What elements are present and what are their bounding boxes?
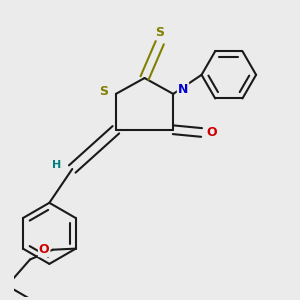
- Text: S: S: [99, 85, 108, 98]
- Text: S: S: [155, 26, 164, 39]
- Text: H: H: [52, 160, 62, 170]
- Text: O: O: [39, 243, 50, 256]
- Text: O: O: [206, 126, 217, 139]
- Text: N: N: [178, 83, 188, 96]
